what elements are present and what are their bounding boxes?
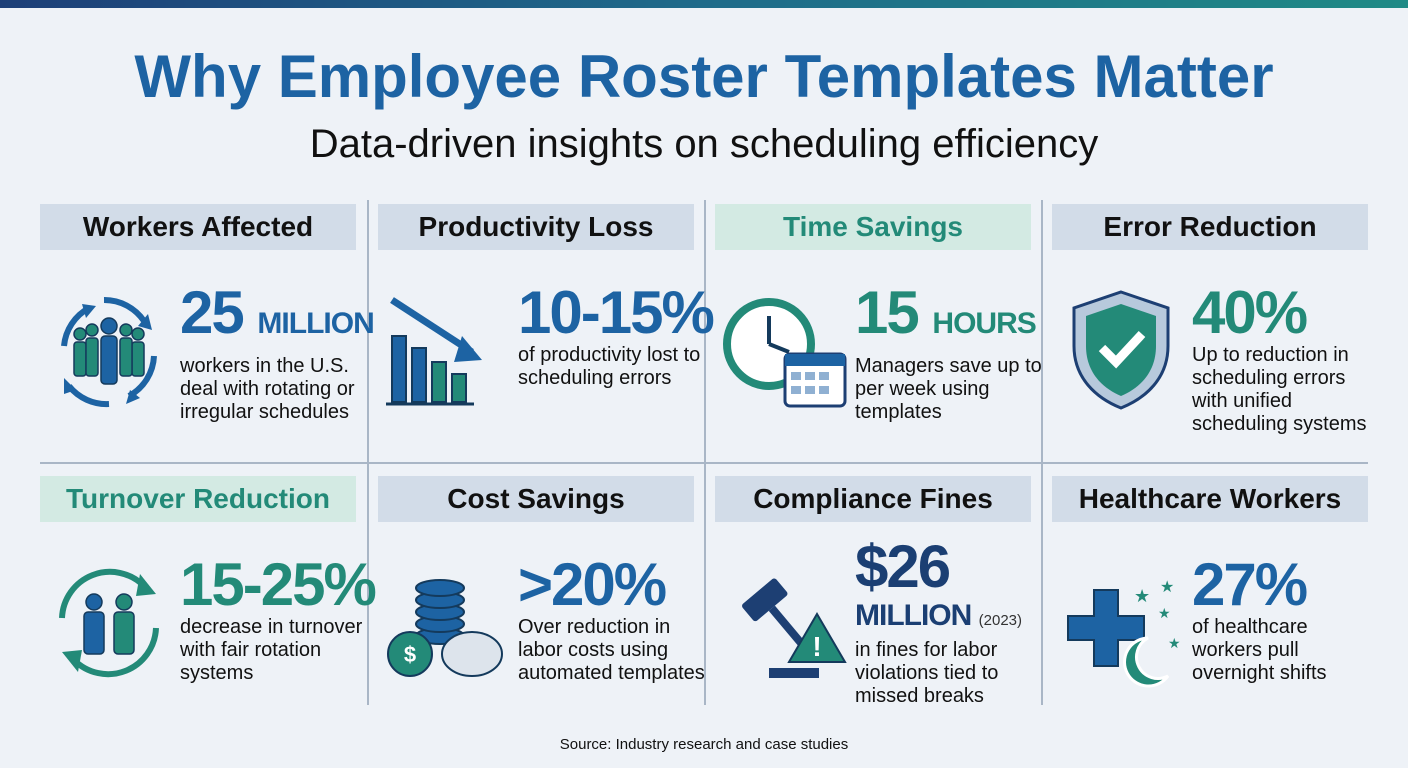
card-header: Workers Affected [40,204,356,250]
stat-value: 27% [1192,551,1308,618]
card-header: Cost Savings [378,476,694,522]
svg-text:★: ★ [1168,635,1181,651]
declining-bar-chart-icon [386,297,482,406]
stat-value: 15-25% [180,551,377,618]
medical-cross-moon-icon: ★ ★ ★ ★ [1067,579,1181,688]
stat-unit: HOURS [932,307,1036,340]
card-header: Turnover Reduction [40,476,356,522]
stat-description: decrease in turnover with fair rotation … [180,616,363,684]
stat-description: in fines for labor violations tied to mi… [855,639,999,707]
card-time-savings: Time Savings 15 HOURS Managers save up t… [715,204,1042,454]
card-header: Productivity Loss [378,204,694,250]
divider [1041,200,1043,705]
card-turnover-reduction: Turnover Reduction 15-25% decrease in tu… [40,476,377,726]
coins-piggy-bank-icon: $ [387,579,503,677]
rotation-people-icon [59,568,159,678]
card-header: Error Reduction [1052,204,1368,250]
stat-value: $26 [855,533,951,600]
card-error-reduction: Error Reduction 40% Up to reduction in s… [1052,204,1368,454]
stat-value: 25 MILLION [180,279,375,346]
card-header: Time Savings [715,204,1031,250]
stat-description: Over reduction in labor costs using auto… [518,616,705,684]
stat-value: 40% [1192,279,1308,346]
clock-calendar-icon [723,298,847,408]
card-healthcare-workers: Healthcare Workers ★ ★ ★ ★ 27% of healthcar… [1052,476,1368,726]
page-subtitle: Data-driven insights on scheduling effic… [309,122,1099,166]
card-workers-affected: Workers Affected 25 MILLION workers in t… [40,204,375,454]
svg-text:★: ★ [1158,605,1171,621]
stat-description: of productivity lost to scheduling error… [518,344,701,389]
svg-text:★: ★ [1134,586,1150,606]
stat-value: >20% [518,551,667,618]
divider [704,200,706,705]
stat-unit: MILLION (2023) [855,599,1023,632]
svg-text:!: ! [812,631,821,662]
stat-description: Up to reduction in scheduling errors wit… [1192,344,1367,435]
source-note: Source: Industry research and case studi… [559,736,849,753]
shield-check-icon [1072,290,1170,410]
divider [367,200,369,705]
rotating-workers-icon [61,296,157,408]
stat-year: (2023) [978,612,1023,629]
top-accent-bar [0,0,1408,8]
svg-text:$: $ [404,642,416,667]
stat-value: 10-15% [518,279,715,346]
card-productivity-loss: Productivity Loss 10-15% of productivity… [378,204,715,454]
stat-unit: MILLION [257,307,374,340]
gavel-warning-icon: ! [742,578,847,678]
svg-text:★: ★ [1160,579,1174,596]
stat-description: workers in the U.S. deal with rotating o… [180,355,355,423]
card-cost-savings: Cost Savings $ >20% Over reduction in la… [378,476,705,726]
card-header: Compliance Fines [715,476,1031,522]
stat-description: Managers save up to per week using templ… [855,355,1042,423]
card-compliance-fines: Compliance Fines ! $26 MILLION (2023) in… [715,476,1031,726]
stat-description: of healthcare workers pull overnight shi… [1192,616,1327,684]
page-title: Why Employee Roster Templates Matter [134,43,1274,110]
stat-value: 15 HOURS [855,279,1037,346]
divider [40,462,1368,464]
card-header: Healthcare Workers [1052,476,1368,522]
